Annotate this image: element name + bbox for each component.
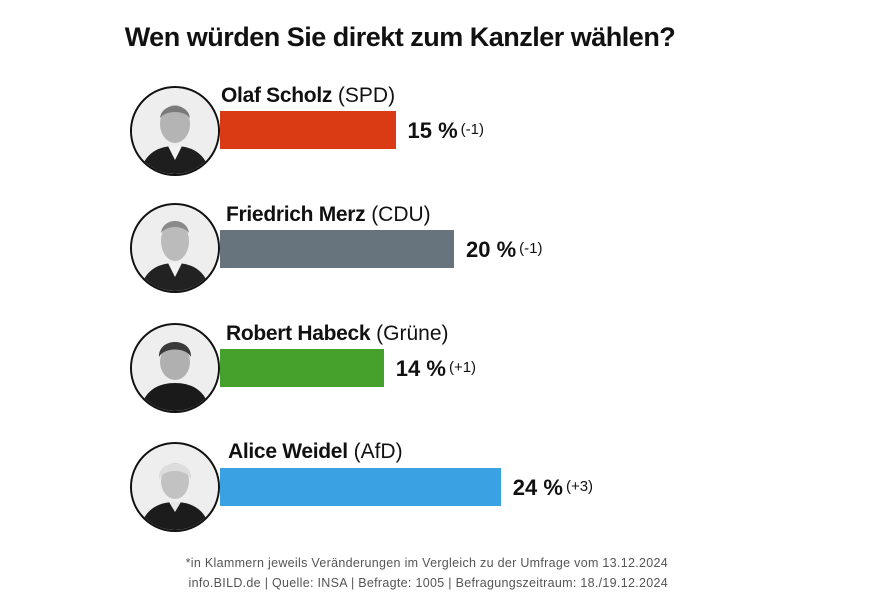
candidate-row: Olaf Scholz (SPD) (0, 0, 886, 176)
value-percent: 15 % (407, 118, 458, 143)
candidate-party: (CDU) (371, 203, 431, 226)
value-label: 20 % (-1) (466, 237, 542, 263)
bar-olaf-scholz (220, 111, 396, 149)
candidate-name-text: Olaf Scholz (221, 84, 333, 107)
candidate-row: Robert Habeck (Grüne) (0, 0, 886, 413)
candidate-party: (SPD) (337, 84, 396, 107)
candidate-name: Alice Weidel (AfD) (228, 440, 403, 464)
candidate-name-text: Alice Weidel (228, 440, 348, 463)
chart-title: Wen würden Sie direkt zum Kanzler wählen… (124, 22, 676, 52)
bar-robert-habeck (220, 349, 384, 387)
footnote-source: info.BILD.de | Quelle: INSA | Befragte: … (188, 576, 668, 590)
value-percent: 14 % (395, 356, 446, 381)
candidate-name-text: Robert Habeck (226, 322, 371, 345)
value-percent: 24 % (512, 475, 563, 500)
value-change: (+3) (565, 478, 594, 495)
avatar-photo (130, 203, 220, 293)
value-percent: 20 % (466, 237, 517, 262)
candidate-name-text: Friedrich Merz (226, 203, 366, 226)
footnote-change-note: *in Klammern jeweils Veränderungen im Ve… (185, 556, 668, 570)
avatar-photo (130, 442, 220, 532)
value-label: 14 % (+1) (396, 356, 476, 382)
candidate-row: Friedrich Merz (CDU) (0, 0, 886, 293)
avatar-photo (130, 86, 220, 176)
candidate-name: Olaf Scholz (SPD) (221, 84, 395, 108)
candidate-name: Friedrich Merz (CDU) (226, 203, 431, 227)
value-label: 24 % (+3) (513, 475, 593, 501)
bar-alice-weidel (220, 468, 501, 506)
candidate-name: Robert Habeck (Grüne) (226, 322, 449, 346)
avatar-photo (130, 323, 220, 413)
value-change: (+1) (448, 359, 477, 376)
candidate-party: (AfD) (353, 440, 403, 463)
value-label: 15 % (-1) (408, 118, 484, 144)
candidate-row: Alice Weidel (AfD) (0, 0, 886, 532)
bar-friedrich-merz (220, 230, 454, 268)
candidate-party: (Grüne) (376, 322, 449, 345)
value-change: (-1) (519, 240, 543, 257)
value-change: (-1) (460, 121, 484, 138)
